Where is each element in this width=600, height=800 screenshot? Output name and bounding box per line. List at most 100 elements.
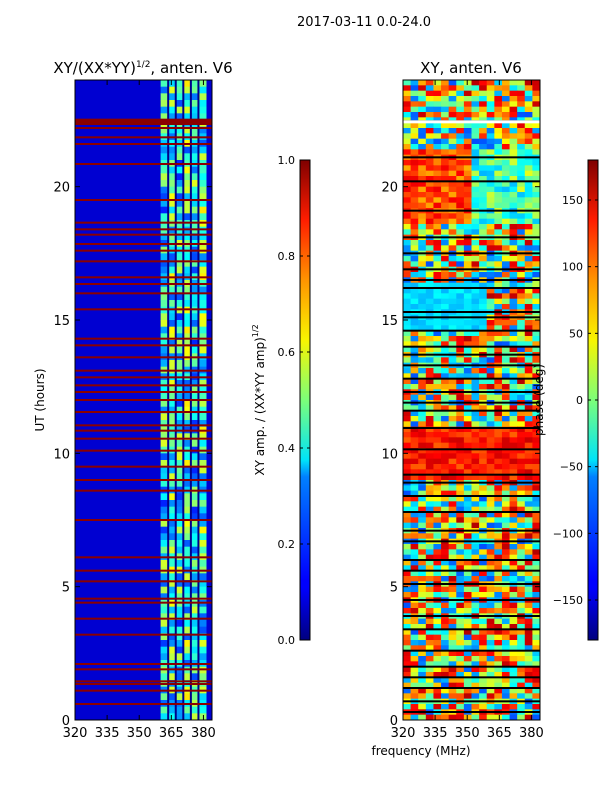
heatmap-cell <box>433 197 442 204</box>
heatmap-cell <box>479 293 488 300</box>
heatmap-cell <box>418 464 427 470</box>
heatmap-cell <box>441 186 450 193</box>
heatmap-cell <box>456 485 465 492</box>
heatmap-cell <box>168 493 177 501</box>
heatmap-cell <box>418 181 427 188</box>
heatmap-cell <box>160 473 169 481</box>
heatmap-cell <box>190 526 199 534</box>
heatmap-cell <box>425 373 434 380</box>
heatmap-cell <box>471 394 480 401</box>
heatmap-cell <box>532 341 541 348</box>
heatmap-cell <box>433 384 442 390</box>
heatmap-cell <box>471 181 480 188</box>
heatmap-cell <box>168 233 177 241</box>
heatmap-cell <box>410 437 419 444</box>
heatmap-cell <box>183 466 192 474</box>
heatmap-cell <box>183 400 192 408</box>
heatmap-cell <box>190 473 199 481</box>
heatmap-cell <box>517 320 526 326</box>
flagged-row <box>75 489 212 492</box>
heatmap-cell <box>441 602 450 609</box>
heatmap-cell <box>183 526 192 534</box>
heatmap-cell <box>448 522 457 529</box>
heatmap-cell <box>160 100 169 108</box>
heatmap-cell <box>532 282 541 289</box>
heatmap-cell <box>418 437 427 444</box>
heatmap-cell <box>463 368 472 374</box>
heatmap-cell <box>403 682 412 689</box>
colorbar-tick-label: 150 <box>562 194 583 207</box>
heatmap-cell <box>471 368 480 374</box>
heatmap-cell <box>175 460 184 468</box>
heatmap-cell <box>509 645 518 652</box>
heatmap-cell <box>532 149 541 156</box>
heatmap-cell <box>509 160 518 166</box>
heatmap-cell <box>403 357 412 364</box>
heatmap-cell <box>463 560 472 566</box>
heatmap-cell <box>471 565 480 572</box>
heatmap-cell <box>418 320 427 326</box>
heatmap-cell <box>425 176 434 182</box>
blank-row <box>403 628 540 631</box>
heatmap-cell <box>448 256 457 262</box>
heatmap-cell <box>198 560 207 568</box>
heatmap-cell <box>501 133 511 140</box>
flagged-row <box>75 437 212 440</box>
heatmap-cell <box>433 272 442 278</box>
heatmap-cell <box>425 474 434 481</box>
heatmap-cell <box>517 490 526 497</box>
heatmap-cell <box>479 256 488 262</box>
heatmap-cell <box>441 170 450 177</box>
heatmap-cell <box>433 453 442 460</box>
heatmap-cell <box>410 474 419 481</box>
heatmap-cell <box>524 442 533 449</box>
heatmap-cell <box>403 474 412 481</box>
heatmap-cell <box>190 106 199 114</box>
heatmap-cell <box>517 672 526 678</box>
heatmap-cell <box>175 506 184 514</box>
heatmap-cell <box>524 501 533 508</box>
heatmap-cell <box>479 85 488 92</box>
heatmap-cell <box>509 469 518 476</box>
heatmap-cell <box>448 453 457 460</box>
heatmap-cell <box>425 320 434 326</box>
heatmap-cell <box>471 256 480 262</box>
heatmap-cell <box>456 410 465 417</box>
heatmap-cell <box>198 480 207 488</box>
heatmap-cell <box>160 420 169 428</box>
xlabel: frequency (MHz) <box>371 744 470 758</box>
heatmap-cell <box>410 624 419 630</box>
heatmap-cell <box>501 554 511 561</box>
heatmap-cell <box>190 673 199 681</box>
heatmap-cell <box>183 206 192 214</box>
heatmap-cell <box>456 96 465 102</box>
heatmap-cell <box>425 602 434 609</box>
heatmap-cell <box>448 602 457 609</box>
heatmap-cell <box>517 170 526 177</box>
heatmap-cell <box>501 421 511 428</box>
blank-row <box>403 268 540 271</box>
heatmap-cell <box>198 626 207 634</box>
heatmap-cell <box>509 282 518 289</box>
heatmap-cell <box>418 90 427 97</box>
heatmap-cell <box>441 469 450 476</box>
heatmap-cell <box>441 458 450 465</box>
heatmap-cell <box>494 634 503 641</box>
heatmap-cell <box>425 656 434 662</box>
heatmap-cell <box>433 181 442 188</box>
heatmap-cell <box>403 544 412 550</box>
heatmap-cell <box>471 138 480 145</box>
heatmap-cell <box>463 416 472 422</box>
heatmap-cell <box>532 96 541 102</box>
heatmap-cell <box>198 713 207 721</box>
heatmap-cell <box>410 346 419 353</box>
heatmap-cell <box>456 437 465 444</box>
heatmap-cell <box>532 512 541 518</box>
heatmap-cell <box>410 714 419 721</box>
heatmap-cell <box>441 437 450 444</box>
heatmap-cell <box>183 193 192 201</box>
heatmap-cell <box>168 620 177 628</box>
heatmap-cell <box>410 704 419 710</box>
heatmap-cell <box>410 304 419 310</box>
